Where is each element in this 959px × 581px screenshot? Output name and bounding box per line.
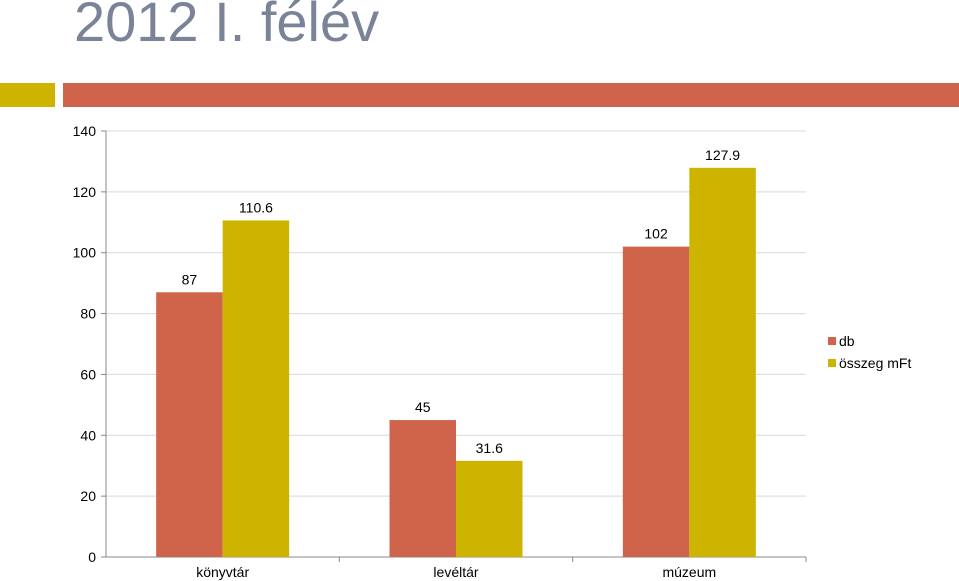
data-label: 87 [182, 271, 198, 287]
legend-swatch [828, 359, 836, 367]
bar-db [622, 246, 690, 557]
accent-bar-right [63, 83, 959, 107]
data-label: 110.6 [239, 199, 273, 215]
legend-label: db [839, 333, 855, 349]
data-label: 127.9 [705, 147, 740, 163]
x-tick-label: könyvtár [196, 564, 249, 580]
y-tick-label: 0 [88, 549, 96, 565]
bar-db [389, 420, 456, 557]
accent-bar-left [0, 83, 55, 107]
x-tick-label: levéltár [433, 564, 478, 580]
y-tick-label: 40 [80, 427, 96, 443]
legend-swatch [828, 337, 836, 345]
legend-label: összeg mFt [839, 355, 911, 371]
bar-osszeg [689, 167, 756, 557]
data-label: 45 [415, 399, 431, 415]
y-tick-label: 100 [73, 245, 97, 261]
bar-db [156, 292, 223, 557]
x-tick-label: múzeum [662, 564, 716, 580]
slide-title: 2012 I. félév [74, 0, 380, 53]
bar-osszeg [222, 220, 290, 557]
bar-osszeg [456, 460, 523, 557]
y-tick-label: 120 [73, 184, 97, 200]
data-label: 31.6 [476, 440, 503, 456]
y-tick-label: 80 [80, 306, 96, 322]
y-tick-label: 140 [73, 123, 97, 139]
data-label: 102 [644, 226, 668, 242]
y-tick-label: 60 [80, 366, 96, 382]
y-tick-label: 20 [80, 488, 96, 504]
